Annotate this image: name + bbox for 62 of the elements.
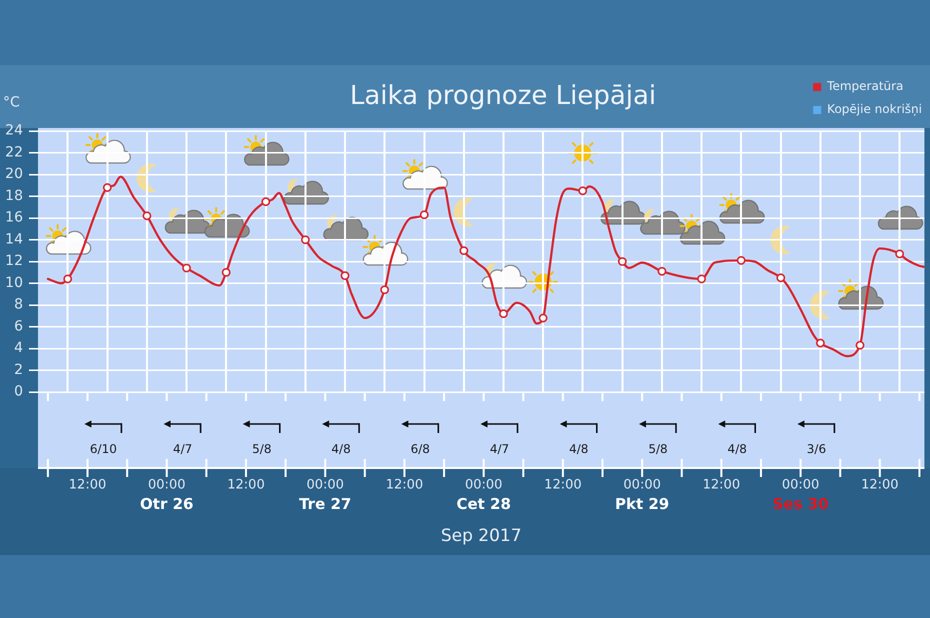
x-tick-label: 12:00 (861, 477, 899, 492)
y-tick-label: 10 (5, 274, 23, 291)
point (895, 249, 904, 258)
y-tick-label: 12 (5, 253, 23, 270)
text: 4/8 (569, 442, 588, 456)
point (459, 246, 468, 256)
y-tick-label: 24 (5, 122, 24, 139)
point (697, 274, 706, 284)
x-tick-label: 12:00 (702, 477, 740, 492)
x-tick-label: 12:00 (68, 477, 106, 492)
x-tick-label: 12:00 (227, 477, 265, 492)
point (142, 211, 152, 220)
chart-title: Laika prognoze Liepājai (350, 80, 656, 111)
point (816, 338, 825, 348)
text: 6/8 (410, 442, 430, 456)
point (578, 186, 588, 196)
point (776, 273, 786, 282)
x-tick-label: 00:00 Otr 26 (140, 477, 194, 513)
y-tick-label: 6 (14, 318, 24, 334)
x-tick-label: 00:00 Cet 28 (456, 477, 511, 513)
y-tick-label: 22 (5, 144, 23, 160)
y-tick-label: 14 (5, 231, 24, 248)
y-tick-label: 18 (5, 188, 23, 204)
point (658, 266, 666, 276)
x-tick-label: 12:00 (544, 477, 582, 492)
x-tick-label: 12:00 (386, 477, 424, 492)
x-tick-label: 00:00 Tre 27 (299, 477, 352, 513)
point (380, 285, 390, 294)
y-axis-title: °C (3, 94, 20, 111)
point (856, 340, 864, 350)
x-tick-label: 00:00 Ses 30 (772, 477, 829, 513)
text: 5/8 (648, 442, 668, 456)
text: 4/8 (728, 442, 747, 456)
text: 3/6 (806, 442, 826, 456)
y-tick-label: 2 (14, 362, 23, 378)
point (301, 235, 310, 244)
y-tick-label: 4 (14, 340, 24, 356)
legend-label: Kopējie nokrišņi (827, 102, 922, 116)
point (736, 256, 746, 265)
point (538, 314, 548, 322)
point (499, 309, 508, 318)
line-series (46, 176, 924, 358)
y-tick-label: 0 (14, 384, 23, 400)
y-tick-label: 8 (14, 296, 23, 313)
point (63, 274, 72, 284)
text: 4/8 (331, 442, 351, 456)
point (618, 257, 627, 266)
text: 4/7 (172, 442, 192, 456)
point (102, 183, 112, 192)
x-axis-title: Sep 2017 (440, 526, 522, 546)
text: 4/7 (490, 442, 510, 456)
point (340, 271, 350, 280)
point (420, 210, 429, 220)
point (182, 264, 191, 272)
text: 5/8 (252, 442, 272, 456)
y-tick-label: 16 (5, 210, 24, 226)
x-tick-label: 00:00 Pkt 29 (615, 477, 670, 513)
point (222, 268, 231, 277)
legend-label: Temperatūra (826, 79, 904, 94)
y-tick-label: 20 (5, 166, 23, 182)
point (261, 197, 270, 206)
text: 6/10 (90, 442, 117, 456)
